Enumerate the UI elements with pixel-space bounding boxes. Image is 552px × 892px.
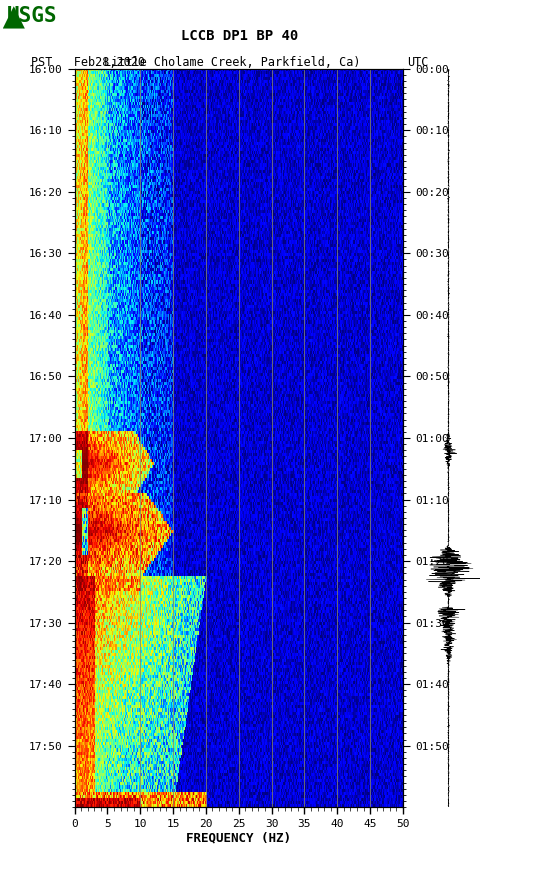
X-axis label: FREQUENCY (HZ): FREQUENCY (HZ) <box>186 832 291 845</box>
Text: LCCB DP1 BP 40: LCCB DP1 BP 40 <box>182 29 299 43</box>
Polygon shape <box>3 6 25 29</box>
Text: UTC: UTC <box>407 56 428 70</box>
Text: USGS: USGS <box>7 6 57 26</box>
Text: PST   Feb28,2020: PST Feb28,2020 <box>31 56 146 70</box>
Text: Little Cholame Creek, Parkfield, Ca): Little Cholame Creek, Parkfield, Ca) <box>104 56 360 70</box>
